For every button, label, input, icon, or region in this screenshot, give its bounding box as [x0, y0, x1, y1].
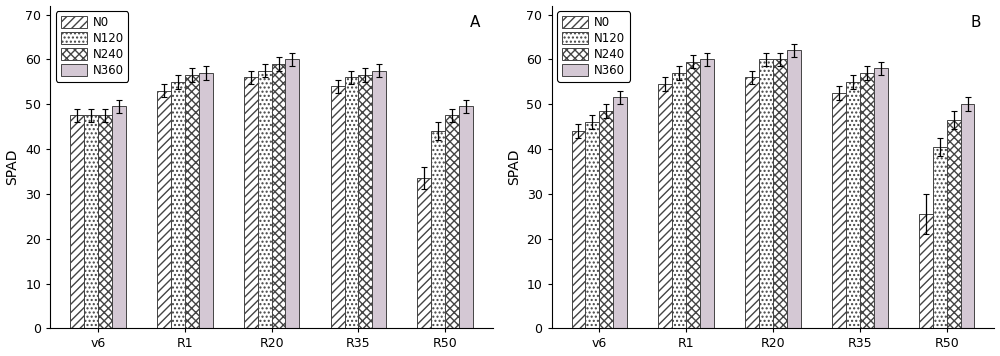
Bar — [773, 59, 787, 329]
Bar — [112, 106, 126, 329]
Bar — [98, 115, 112, 329]
Bar — [285, 59, 299, 329]
Bar — [199, 73, 213, 329]
Bar — [417, 178, 431, 329]
Bar — [345, 77, 358, 329]
Text: B: B — [971, 15, 981, 30]
Bar — [613, 98, 627, 329]
Bar — [431, 131, 445, 329]
Bar — [445, 115, 459, 329]
Bar — [171, 82, 185, 329]
Bar — [84, 115, 98, 329]
Bar — [331, 86, 345, 329]
Legend: N0, N120, N240, N360: N0, N120, N240, N360 — [56, 11, 128, 82]
Y-axis label: SPAD: SPAD — [6, 149, 20, 185]
Bar — [947, 120, 961, 329]
Bar — [672, 73, 686, 329]
Bar — [258, 70, 272, 329]
Bar — [244, 77, 258, 329]
Bar — [272, 64, 285, 329]
Bar — [700, 59, 714, 329]
Bar — [846, 82, 860, 329]
Text: A: A — [469, 15, 480, 30]
Bar — [358, 75, 372, 329]
Bar — [372, 70, 386, 329]
Bar — [70, 115, 84, 329]
Bar — [933, 147, 947, 329]
Bar — [658, 84, 672, 329]
Bar — [185, 75, 199, 329]
Bar — [585, 122, 599, 329]
Bar — [572, 131, 585, 329]
Bar — [832, 93, 846, 329]
Bar — [787, 51, 801, 329]
Bar — [686, 62, 700, 329]
Legend: N0, N120, N240, N360: N0, N120, N240, N360 — [557, 11, 630, 82]
Bar — [599, 111, 613, 329]
Bar — [459, 106, 473, 329]
Bar — [759, 59, 773, 329]
Bar — [157, 91, 171, 329]
Bar — [745, 77, 759, 329]
Bar — [860, 73, 874, 329]
Y-axis label: SPAD: SPAD — [507, 149, 521, 185]
Bar — [919, 214, 933, 329]
Bar — [874, 68, 888, 329]
Bar — [961, 104, 974, 329]
